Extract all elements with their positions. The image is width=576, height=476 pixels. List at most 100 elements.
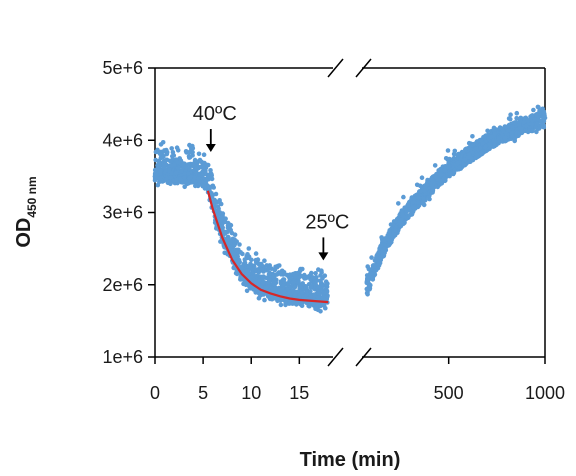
data-point (170, 154, 175, 159)
data-point (307, 303, 312, 309)
y-axis-title-main: OD (13, 218, 35, 248)
data-point (182, 175, 187, 180)
data-point (325, 281, 330, 286)
data-point (442, 168, 448, 173)
data-point (319, 268, 324, 274)
data-point (262, 258, 267, 264)
data-point (205, 162, 211, 168)
data-point (222, 229, 228, 235)
x-tick-label: 0 (150, 383, 160, 403)
data-point (246, 246, 252, 251)
temperature-annotation-label: 25ºC (305, 211, 349, 233)
data-point (446, 161, 451, 166)
axis-break-mark-top-right (355, 58, 372, 78)
y-axis-title: OD450 nm (13, 176, 39, 247)
data-point (388, 222, 394, 227)
data-point (400, 213, 406, 219)
data-point (172, 162, 177, 167)
data-point (204, 183, 210, 189)
data-point (469, 143, 475, 148)
data-point (314, 304, 319, 309)
data-point (213, 191, 219, 197)
data-point (192, 179, 198, 185)
data-point (201, 152, 207, 157)
data-point (193, 170, 199, 175)
data-point (232, 242, 237, 248)
data-point (236, 261, 241, 267)
data-point (437, 178, 443, 184)
data-point (274, 272, 280, 277)
data-point (432, 163, 438, 168)
data-point (188, 174, 194, 180)
data-point (318, 309, 323, 314)
data-point (169, 170, 175, 176)
data-point (469, 156, 475, 161)
data-point (446, 164, 451, 170)
data-point (540, 121, 545, 127)
data-point (168, 181, 173, 187)
data-point (158, 142, 164, 147)
data-point (389, 237, 395, 242)
data-point (174, 177, 179, 183)
data-point (308, 289, 313, 294)
data-point (234, 239, 239, 244)
data-point (508, 112, 513, 117)
data-point (303, 285, 309, 290)
data-point (193, 183, 198, 189)
data-point (270, 286, 276, 292)
data-point (474, 139, 480, 144)
data-point (308, 284, 314, 290)
data-point (496, 136, 501, 141)
data-point (253, 257, 259, 263)
annotation-arrow-head (318, 252, 329, 261)
data-point (175, 148, 181, 153)
data-point (260, 275, 265, 280)
data-point (487, 142, 492, 147)
data-point (153, 157, 158, 163)
data-point (422, 188, 427, 194)
data-point (196, 151, 202, 157)
data-point (282, 289, 287, 295)
data-point (533, 125, 538, 130)
data-point (382, 246, 388, 251)
data-point (182, 184, 187, 190)
data-point (457, 165, 462, 170)
data-point (167, 167, 172, 173)
data-point (368, 271, 373, 277)
data-point (211, 185, 216, 190)
data-point (191, 163, 196, 169)
data-point (180, 180, 185, 185)
data-point (162, 148, 167, 153)
data-point (323, 305, 328, 311)
data-point (419, 175, 425, 180)
data-point (506, 123, 512, 129)
data-points (152, 104, 548, 314)
data-point (468, 147, 473, 152)
y-tick-label: 1e+6 (102, 347, 143, 367)
data-point (485, 128, 490, 134)
data-point (393, 227, 398, 233)
data-point (247, 271, 253, 276)
data-point (399, 208, 405, 213)
data-point (182, 171, 188, 177)
data-point (288, 285, 293, 290)
data-point (374, 255, 379, 260)
data-point (183, 149, 189, 154)
data-point (430, 184, 436, 190)
data-point (477, 145, 483, 151)
data-point (263, 285, 269, 291)
data-point (466, 152, 472, 157)
data-point (157, 151, 163, 156)
data-point (322, 273, 328, 279)
axis-break-mark-top-left (327, 58, 344, 78)
data-point (514, 110, 520, 116)
data-point (287, 290, 292, 296)
data-point (244, 288, 250, 294)
data-point (227, 222, 233, 228)
data-point (272, 282, 277, 287)
data-point (175, 160, 181, 165)
data-point (492, 143, 497, 149)
data-point (518, 126, 524, 131)
data-point (417, 183, 423, 189)
data-point (303, 275, 308, 281)
